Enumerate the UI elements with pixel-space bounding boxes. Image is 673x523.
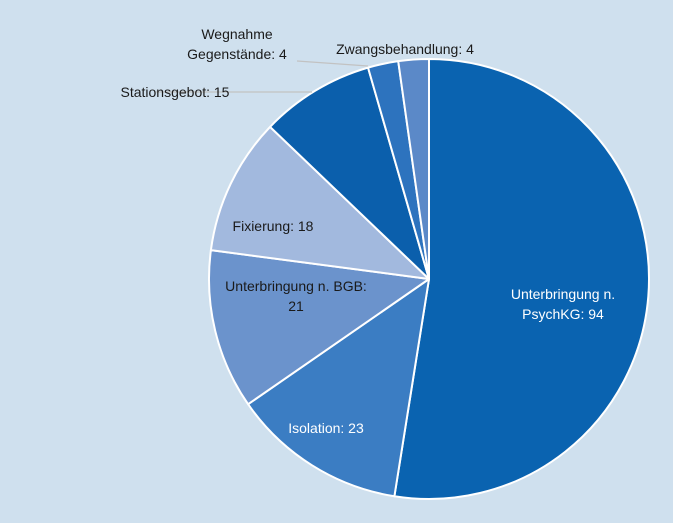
slice-label-3-line-2: 21: [288, 298, 304, 314]
labels-group: Unterbringung n. PsychKG: 94 Isolation: 23…: [121, 26, 616, 436]
slice-label-3-line-1: Unterbringung n. BGB:: [225, 278, 367, 294]
slice-label-4: Fixierung: 18: [233, 218, 314, 234]
slice-label-6: Wegnahme Gegenstände: 4: [187, 26, 287, 62]
pie-slice-3: [208, 249, 430, 406]
slice-label-5-line-1: Stationsgebot: 15: [121, 84, 230, 100]
leader-lines-group: [156, 60, 369, 93]
slices-group: [208, 57, 651, 500]
pie-slice-5: [269, 66, 430, 280]
slice-label-5: Stationsgebot: 15: [121, 84, 230, 100]
leader-line-6: [296, 60, 369, 67]
slice-label-6-line-2: Gegenstände: 4: [187, 46, 287, 62]
slice-label-7: Zwangsbehandlung: 4: [336, 41, 474, 57]
slice-label-1: Unterbringung n. PsychKG: 94: [511, 286, 615, 322]
slice-label-4-line-1: Fixierung: 18: [233, 218, 314, 234]
pie-slice-1: [393, 58, 651, 500]
slice-label-7-line-1: Zwangsbehandlung: 4: [336, 41, 474, 57]
slice-label-6-line-1: Wegnahme: [201, 26, 273, 42]
slice-label-2: Isolation: 23: [288, 420, 364, 436]
pie-slice-2: [247, 278, 430, 498]
slice-label-3: Unterbringung n. BGB: 21: [225, 278, 367, 314]
slice-label-1-line-2: PsychKG: 94: [522, 306, 604, 322]
pie-slice-4: [209, 125, 430, 280]
slice-label-1-line-1: Unterbringung n.: [511, 286, 615, 302]
slice-label-2-line-1: Isolation: 23: [288, 420, 364, 436]
pie-slice-7: [397, 57, 430, 280]
